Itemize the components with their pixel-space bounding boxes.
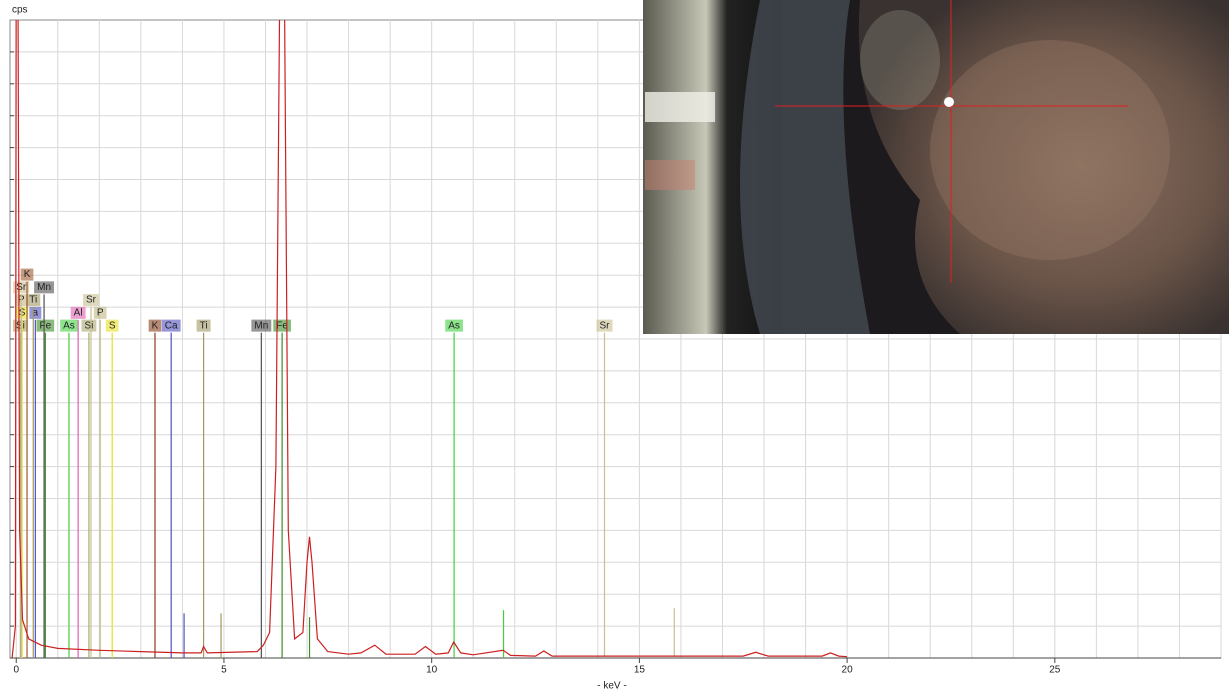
element-label-box: [105, 319, 119, 332]
element-label: As: [448, 320, 460, 331]
element-label-box: [196, 319, 211, 332]
x-tick-label: 5: [221, 665, 227, 676]
spectrum-line: [11, 20, 848, 658]
element-label: P: [97, 308, 104, 319]
element-label-box: [93, 306, 107, 319]
element-label-box: [36, 319, 55, 332]
element-label: Ti: [200, 320, 208, 331]
element-label: Mn: [37, 282, 51, 293]
element-label-box: [445, 319, 463, 332]
element-label: Sr: [599, 320, 610, 331]
element-label: K: [24, 269, 31, 280]
element-label: K: [152, 320, 159, 331]
element-label: a: [33, 308, 39, 319]
element-label: Al: [74, 308, 83, 319]
camera-image: [643, 0, 1229, 334]
x-tick-label: 25: [1049, 665, 1061, 676]
x-tick-label: 15: [634, 665, 646, 676]
element-label: Si: [16, 320, 25, 331]
element-label: Fe: [276, 320, 288, 331]
element-label-box: [13, 281, 30, 294]
element-label-box: [81, 319, 97, 332]
element-label: Ca: [165, 320, 178, 331]
element-label-box: [596, 319, 613, 332]
element-label: Sr: [86, 295, 97, 306]
element-label: Si: [84, 320, 93, 331]
element-label-box: [34, 281, 55, 294]
x-tick-label: 0: [13, 665, 19, 676]
element-label: Sr: [16, 282, 27, 293]
element-label-box: [251, 319, 272, 332]
element-label-box: [29, 306, 42, 319]
element-label: As: [63, 320, 75, 331]
element-label: Fe: [39, 320, 51, 331]
element-label-box: [161, 319, 181, 332]
element-label-box: [26, 294, 41, 307]
x-tick-label: 20: [842, 665, 854, 676]
x-tick-label: 10: [426, 665, 438, 676]
element-label-box: [60, 319, 78, 332]
y-axis-label: cps: [12, 5, 28, 16]
element-label: S: [109, 320, 116, 331]
element-label-box: [20, 268, 34, 281]
x-axis-label: - keV -: [597, 681, 626, 692]
element-label-box: [12, 319, 28, 332]
element-label: S: [19, 308, 26, 319]
element-label: Ti: [29, 295, 37, 306]
element-label: Mn: [254, 320, 268, 331]
element-label-box: [70, 306, 86, 319]
element-label-box: [83, 294, 100, 307]
element-label-box: [148, 319, 162, 332]
